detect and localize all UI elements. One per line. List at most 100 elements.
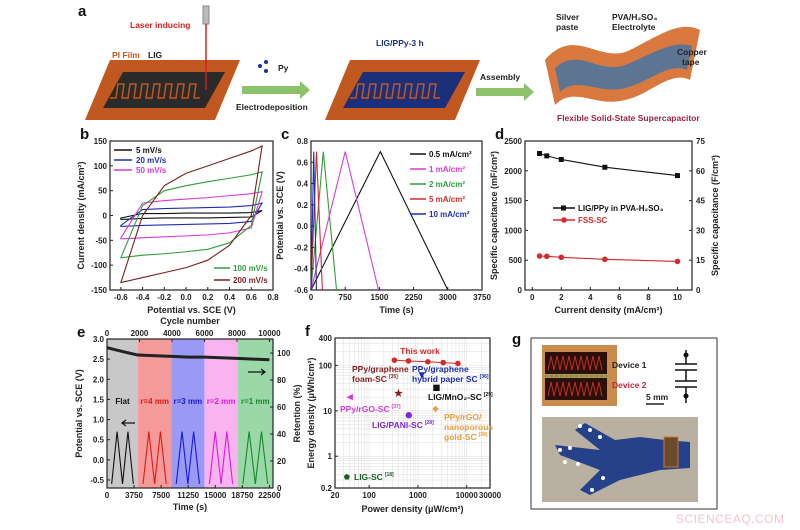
y-axis-label: Potential vs. SCE (V) [74, 369, 84, 458]
electrolyte-layer [555, 44, 692, 92]
y-tick-label: 400 [319, 334, 333, 343]
y2-tick-label: 100 [277, 349, 291, 358]
this-work-point [440, 359, 447, 366]
legend-label: FSS-SC [578, 216, 608, 225]
panel-letter: c [281, 126, 289, 143]
data-point [602, 256, 608, 263]
y-tick-label: 0.8 [297, 137, 309, 146]
x-tick-label: 100 [362, 491, 376, 500]
x-tick-label: 0.6 [246, 293, 258, 302]
lig-label: LIG [148, 50, 163, 60]
point-label: LIG/PANI-SC [28] [372, 420, 434, 430]
electrolyte-label-line1: PVA/H₂SO₄ [612, 12, 657, 22]
reference-superscript: [28] [425, 420, 434, 426]
band-label: r=2 mm [207, 397, 236, 406]
legend-label: 50 mV/s [136, 166, 167, 175]
y2-tick-label: 20 [277, 457, 286, 466]
x-tick-label: 3750 [473, 293, 491, 302]
y-tick-label: 1000 [504, 226, 522, 235]
x-tick-label: 22500 [258, 491, 281, 500]
reference-superscript: [18] [385, 472, 394, 478]
y-tick-label: 0.4 [297, 180, 309, 189]
retention-line [106, 346, 270, 362]
electrodeposition-label: Electrodeposition [236, 102, 308, 112]
panel-letter: d [495, 126, 504, 143]
y-tick-label: 2.0 [93, 375, 105, 384]
reference-superscript: [29] [484, 392, 493, 398]
legend-marker [561, 217, 567, 223]
y2-tick-label: 60 [696, 167, 705, 176]
band-label: r=1 mm [241, 397, 270, 406]
legend-label: LIG/PPy in PVA-H₂SO₄ [578, 204, 664, 213]
py-molecule-icon [258, 64, 262, 68]
gcd-curve [175, 431, 201, 485]
laser-inducing-label: Laser inducing [130, 20, 190, 30]
x-tick-label: 1000 [409, 491, 427, 500]
cv-curve-5-mV-s [120, 209, 263, 221]
y-tick-label: -0.5 [90, 476, 104, 485]
x-tick-label: 0.4 [224, 293, 236, 302]
x-tick-label: 0 [530, 293, 535, 302]
y-tick-label: 50 [98, 187, 107, 196]
device-caption: Flexible Solid-State Supercapacitor [557, 113, 700, 123]
legend-label: 5 mA/cm² [429, 195, 465, 204]
y-tick-label: 0 [103, 212, 108, 221]
y-tick-label: 10 [323, 407, 332, 416]
x-axis-label: Time (s) [379, 305, 413, 315]
panel-e-bending-chart: Flat r=4 mm r=3 mm r=2 mm r=1 mm e 0 3750 7500 11… [74, 316, 302, 512]
y-tick-label: 1 [328, 452, 333, 461]
y-tick-label: 2.5 [93, 355, 105, 364]
y-tick-label: -50 [95, 236, 107, 245]
point-label: PPy/rGO-SC [37] [340, 404, 401, 414]
point-label: hybrid paper SC [36] [412, 374, 489, 384]
data-point [432, 405, 439, 413]
x-tick-label: 8 [646, 293, 651, 302]
legend-label: 10 mA/cm² [429, 210, 470, 219]
this-work-point [391, 357, 398, 363]
legend-label: 5 mV/s [136, 146, 162, 155]
x-tick-label: 15000 [204, 491, 227, 500]
copper-tape-label-line1: Copper [677, 47, 707, 57]
x-tick-label: 10000 [456, 491, 479, 500]
x-tick-label: 0 [309, 293, 314, 302]
y2-tick-label: 45 [696, 197, 705, 206]
reference-superscript: [37] [392, 404, 401, 410]
plot-frame [310, 140, 483, 291]
y2-tick-label: 30 [696, 226, 705, 235]
py-molecule-icon [264, 69, 268, 73]
data-point [405, 412, 412, 419]
gcd-curve [142, 431, 167, 485]
bending-band [171, 339, 205, 488]
y2-tick-label: 0 [277, 484, 282, 493]
data-point [343, 473, 350, 480]
reference-superscript: [35] [389, 374, 398, 380]
y-tick-label: 2500 [504, 137, 522, 146]
glove-led-photo [542, 417, 698, 502]
silver-paste-label-line1: Silver [556, 12, 580, 22]
plot-frame [106, 338, 274, 489]
data-point [602, 164, 608, 170]
data-point: ★ [394, 389, 403, 400]
x-tick-label: 3000 [439, 293, 457, 302]
legend-label: 0.5 mA/cm² [429, 150, 472, 159]
gcd-curve-0-5-mA-cm- [310, 150, 449, 291]
x-tick-label: 6000 [196, 329, 214, 338]
x-tick-label: 0 [105, 329, 110, 338]
panel-g: g Device 1 Device 2 5 mm [512, 331, 718, 510]
interdigitated-electrode [110, 83, 200, 99]
silver-paste-label-line2: paste [556, 22, 578, 32]
electrodeposition-arrow-icon [242, 81, 310, 99]
point-label: nanoporous [444, 422, 493, 432]
data-point [543, 253, 550, 260]
legend-label: 200 mV/s [233, 276, 268, 285]
this-work-point [425, 358, 431, 365]
device-2-label: Device 2 [612, 380, 647, 390]
y-tick-label: -100 [91, 261, 108, 270]
x-tick-label: 11250 [177, 491, 199, 500]
x-tick-label: 4000 [163, 329, 181, 338]
x-axis-label: Current density (mA/cm²) [554, 305, 662, 315]
x-tick-label: 10 [673, 293, 682, 302]
cv-curve-200-mV-s [120, 145, 263, 284]
lig-pattern [103, 72, 225, 108]
interdigitated-electrode [350, 83, 440, 99]
